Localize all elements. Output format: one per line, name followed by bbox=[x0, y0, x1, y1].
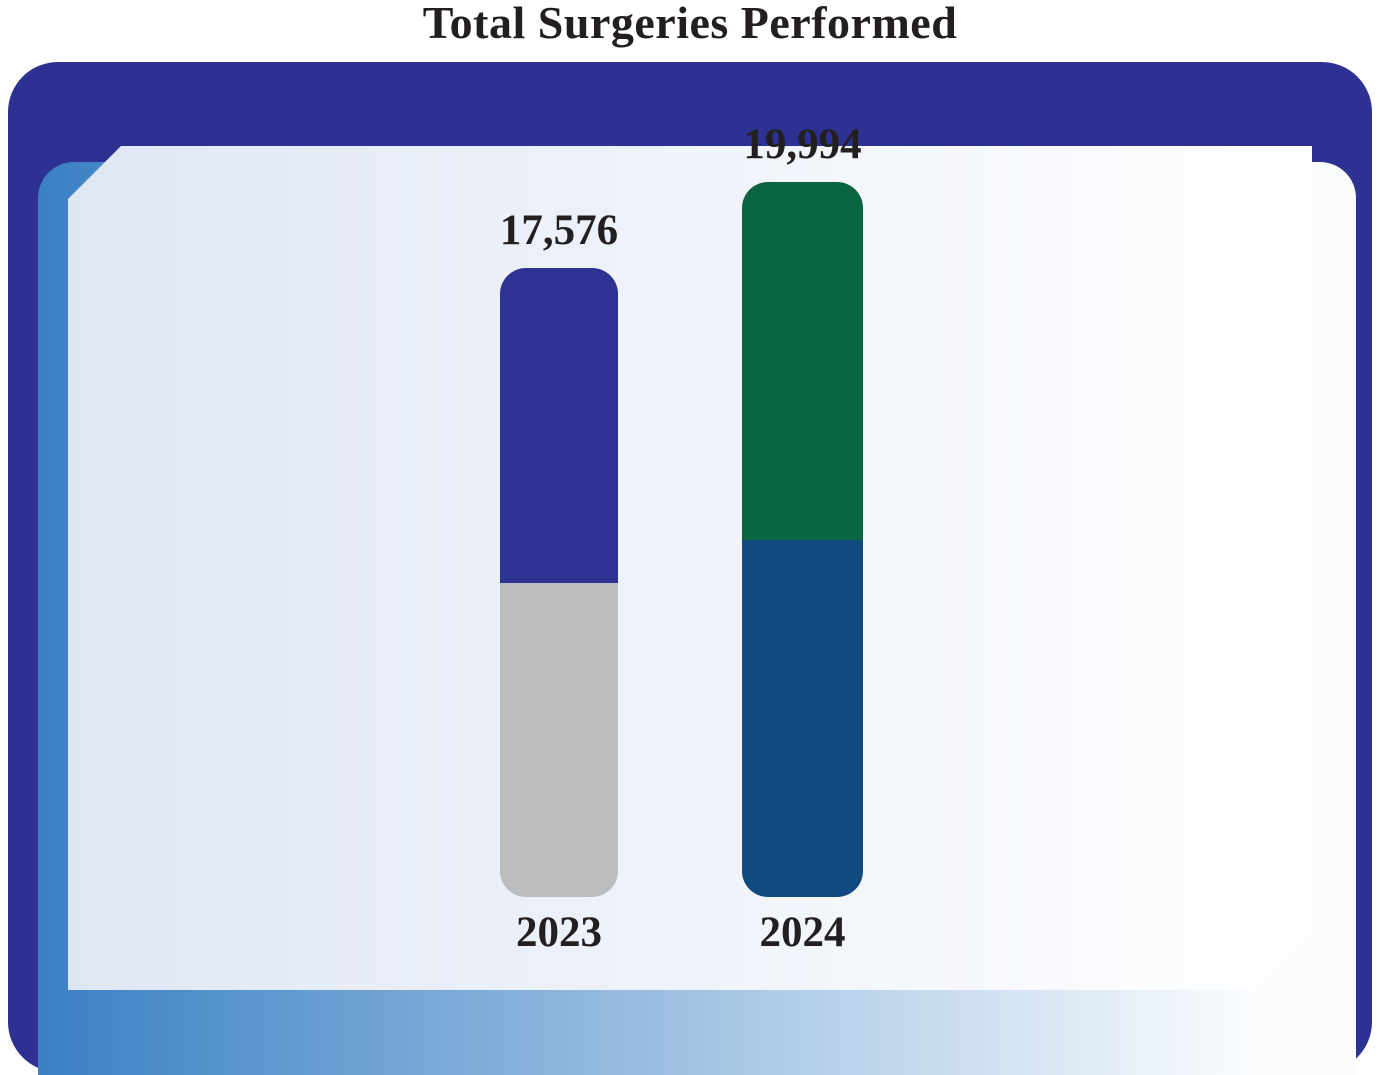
bar-2023 bbox=[500, 268, 618, 897]
bar-2024-upper-segment bbox=[742, 182, 863, 540]
bar-2023-upper-segment bbox=[500, 268, 618, 583]
chart-plot-area bbox=[68, 146, 1312, 990]
x-axis-label-2023: 2023 bbox=[516, 909, 602, 956]
bar-value-label-2023: 17,576 bbox=[499, 207, 619, 254]
bar-2024 bbox=[742, 182, 863, 897]
x-axis-label-2024: 2024 bbox=[759, 909, 846, 956]
bar-2024-lower-segment bbox=[742, 539, 863, 897]
bar-value-label-2024: 19,994 bbox=[743, 121, 862, 168]
bar-2023-lower-segment bbox=[500, 582, 618, 897]
chart-title: Total Surgeries Performed bbox=[422, 0, 958, 48]
